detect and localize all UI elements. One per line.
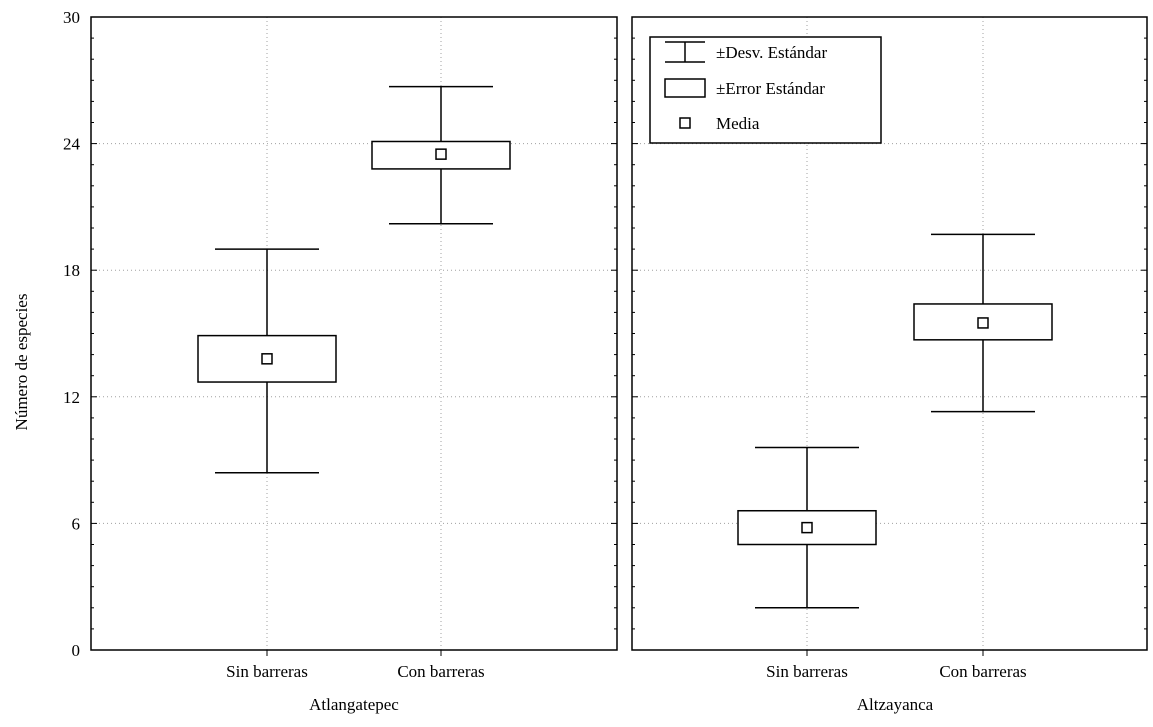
mean-marker [261, 353, 273, 365]
category-label: Con barreras [397, 662, 484, 681]
legend-label: ±Desv. Estándar [716, 43, 827, 62]
legend-point-symbol [679, 117, 691, 129]
legend-label: Media [716, 114, 760, 133]
mean-marker [801, 521, 813, 534]
panel-label: Altzayanca [857, 695, 934, 714]
category-label: Sin barreras [766, 662, 848, 681]
legend-box-symbol [664, 78, 706, 98]
category-label: Con barreras [939, 662, 1026, 681]
y-axis-label: Número de especies [12, 294, 31, 431]
se-box [913, 303, 1053, 341]
y-tick-label: 6 [72, 514, 81, 533]
legend-label: ±Error Estándar [716, 79, 825, 98]
mean-marker [435, 148, 447, 160]
y-tick-label: 18 [63, 261, 80, 280]
category-label: Sin barreras [226, 662, 308, 681]
y-tick-label: 0 [72, 641, 81, 660]
y-tick-label: 12 [63, 388, 80, 407]
y-tick-label: 30 [63, 8, 80, 27]
panel-label: Atlangatepec [309, 695, 399, 714]
mean-marker [977, 317, 989, 329]
plot-frame [90, 16, 618, 651]
y-tick-label: 24 [63, 135, 81, 154]
